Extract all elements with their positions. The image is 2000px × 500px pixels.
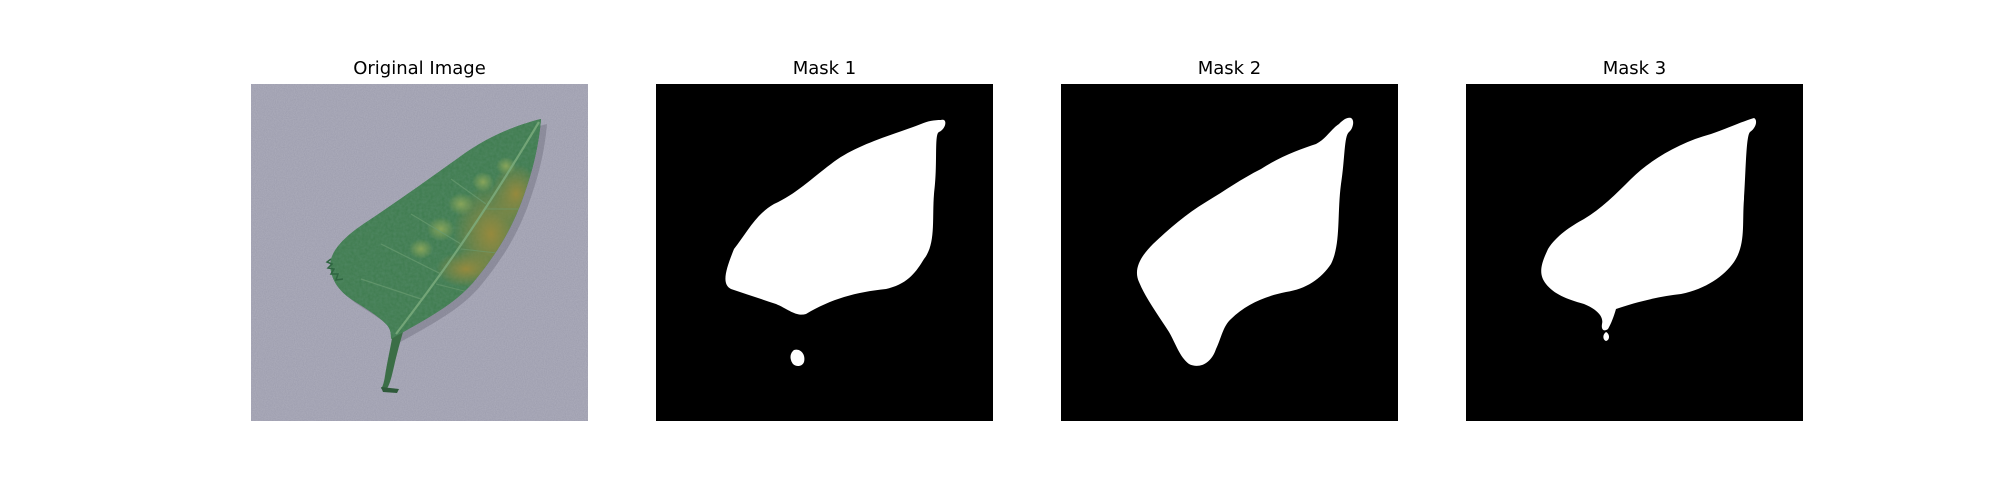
panel-mask-3: Mask 3 xyxy=(1466,56,1803,436)
panel-mask-1: Mask 1 xyxy=(656,56,993,436)
original-leaf-photo xyxy=(251,84,588,421)
panel-original-image: Original Image xyxy=(251,56,588,436)
panel-title: Original Image xyxy=(353,58,486,79)
mask-2-image xyxy=(1061,84,1398,421)
mask-1-image xyxy=(656,84,993,421)
panel-title: Mask 1 xyxy=(792,58,857,79)
panel-mask-2: Mask 2 xyxy=(1061,56,1398,436)
panel-title: Mask 2 xyxy=(1197,58,1262,79)
panel-title: Mask 3 xyxy=(1602,58,1667,79)
mask-3-image xyxy=(1466,84,1803,421)
